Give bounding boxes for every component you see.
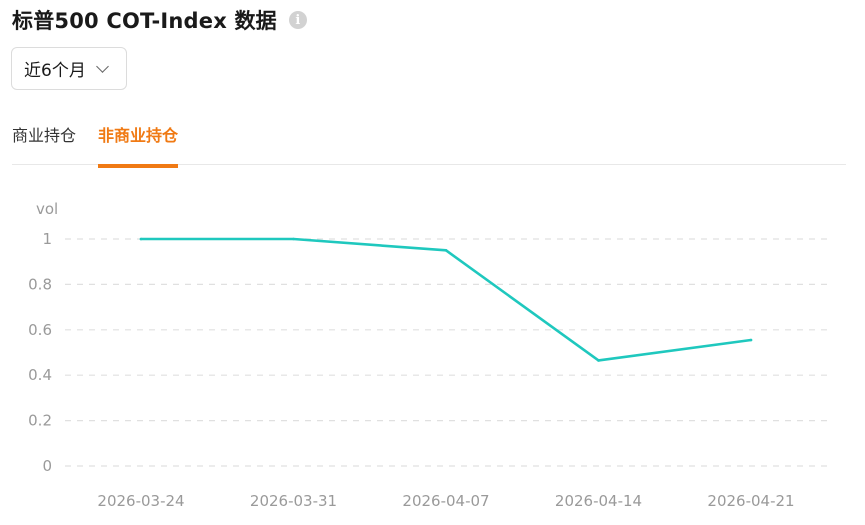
y-tick-label: 0.2 <box>28 412 52 430</box>
page-title: 标普500 COT-Index 数据 <box>12 9 277 33</box>
data-point[interactable] <box>139 237 143 241</box>
tab-commercial[interactable]: 商业持仓 <box>12 126 77 145</box>
x-tick-label: 2026-04-14 <box>555 492 642 510</box>
position-tabs: 商业持仓 非商业持仓 <box>12 116 846 168</box>
x-tick-label: 2026-04-07 <box>402 492 489 510</box>
title-row: 标普500 COT-Index 数据 i <box>12 4 307 36</box>
y-tick-label: 0 <box>42 457 52 475</box>
y-axis-label: vol <box>36 200 58 218</box>
data-point[interactable] <box>597 359 600 362</box>
x-tick-label: 2026-03-24 <box>97 492 184 510</box>
time-range-value: 近6个月 <box>24 61 86 81</box>
y-tick-label: 1 <box>42 230 52 248</box>
x-tick-label: 2026-04-21 <box>707 492 794 510</box>
y-tick-label: 0.6 <box>28 321 52 339</box>
y-tick-label: 0.4 <box>28 366 52 384</box>
y-tick-label: 0.8 <box>28 275 52 293</box>
x-tick-label: 2026-03-31 <box>250 492 337 510</box>
data-point[interactable] <box>292 237 295 241</box>
data-point[interactable] <box>749 338 753 342</box>
tab-noncommercial[interactable]: 非商业持仓 <box>98 122 179 168</box>
info-icon[interactable]: i <box>288 11 307 29</box>
time-range-select[interactable]: 近6个月 <box>11 47 127 90</box>
series-line <box>139 237 753 362</box>
data-point[interactable] <box>444 249 448 252</box>
